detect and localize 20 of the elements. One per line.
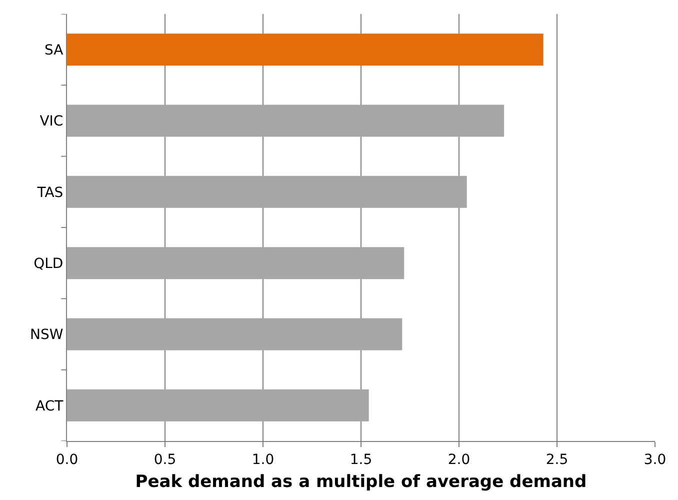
bar [67,104,504,137]
x-tick-label: 1.0 [252,452,274,468]
bar [67,247,404,280]
y-tick-label: NSW [30,327,64,344]
x-tick-label: 3.0 [644,452,666,468]
y-tick-label: SA [44,42,64,58]
x-tick-label: 2.0 [448,452,470,468]
x-tick-label: 1.5 [350,452,372,468]
bar [67,389,369,422]
bar [67,318,402,350]
x-tick-label: 2.5 [546,452,568,468]
y-tick-label: QLD [34,256,64,272]
y-tick-label: VIC [40,114,64,130]
bar [67,34,544,66]
bar [67,176,467,208]
x-axis-title: Peak demand as a multiple of average demand [135,472,587,492]
y-tick-label: ACT [36,398,64,414]
y-tick-label: TAS [36,184,64,201]
x-tick-label: 0.0 [56,452,78,468]
x-tick-label: 0.5 [154,452,176,468]
